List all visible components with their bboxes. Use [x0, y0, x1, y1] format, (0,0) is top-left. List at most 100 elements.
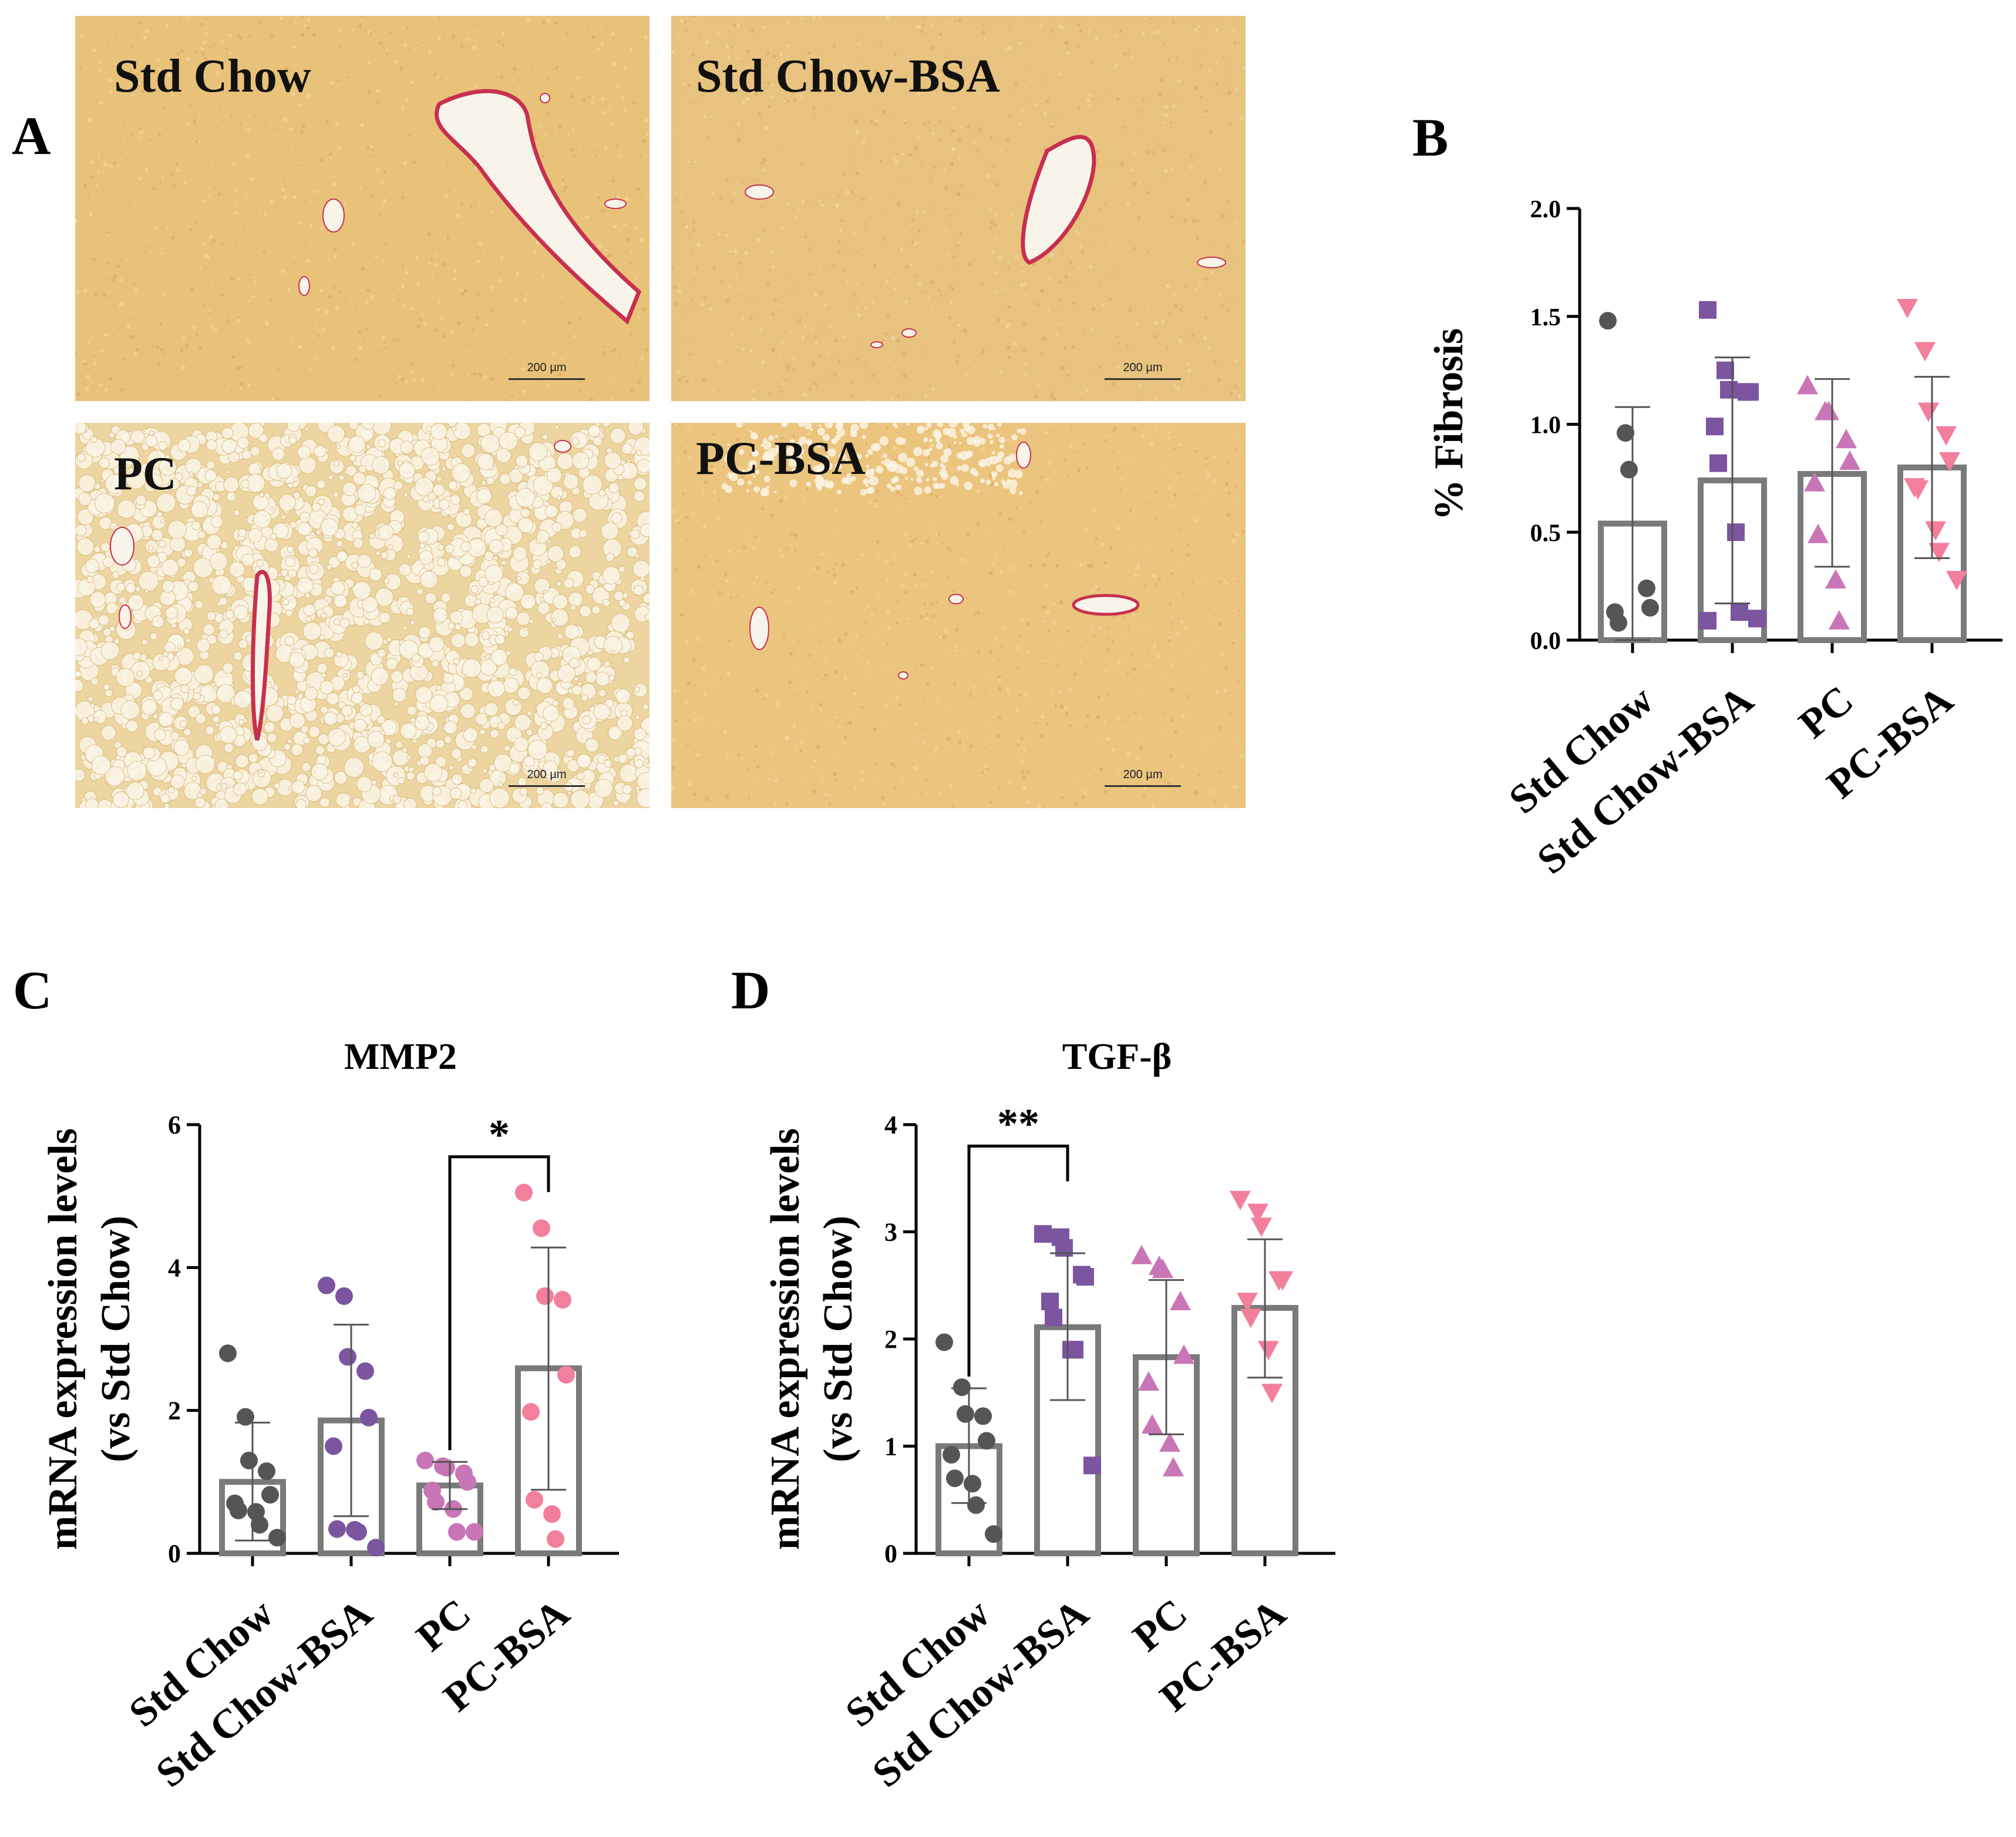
tissue-speckle: [792, 656, 795, 658]
tissue-speckle: [228, 52, 232, 55]
tissue-speckle: [385, 346, 388, 349]
data-point: [1797, 375, 1818, 395]
lipid-droplet: [136, 670, 143, 677]
lipid-droplet: [211, 516, 223, 528]
tissue-speckle: [790, 487, 793, 490]
lipid-droplet: [1008, 469, 1017, 477]
data-point: [1804, 472, 1825, 492]
tissue-speckle: [751, 299, 753, 301]
tissue-speckle: [837, 725, 841, 729]
tissue-speckle: [1132, 426, 1136, 431]
tissue-speckle: [269, 28, 271, 31]
tissue-speckle: [1193, 553, 1195, 554]
tissue-speckle: [307, 19, 310, 22]
data-point: [978, 1432, 995, 1450]
tissue-speckle: [880, 455, 883, 459]
tissue-speckle: [1145, 191, 1150, 195]
lipid-droplet: [623, 656, 630, 664]
tissue-speckle: [973, 57, 975, 59]
tissue-speckle: [1041, 715, 1045, 719]
tissue-speckle: [805, 487, 809, 491]
lipid-droplet: [403, 492, 408, 497]
lipid-droplet: [287, 695, 297, 705]
lipid-droplet: [253, 510, 272, 529]
tissue-speckle: [360, 254, 362, 256]
tissue-speckle: [473, 240, 476, 242]
tissue-speckle: [221, 393, 224, 396]
tissue-speckle: [1004, 548, 1006, 550]
tissue-speckle: [1169, 504, 1172, 507]
tissue-speckle: [832, 264, 834, 267]
tissue-speckle: [841, 563, 846, 567]
tissue-speckle: [230, 113, 233, 117]
tissue-speckle: [161, 251, 164, 255]
tissue-speckle: [1082, 385, 1085, 388]
tissue-speckle: [680, 19, 684, 23]
tissue-speckle: [877, 597, 880, 599]
vessel-lumen: [948, 594, 964, 604]
lipid-droplet: [737, 479, 745, 486]
tissue-speckle: [675, 26, 677, 28]
tissue-speckle: [1116, 699, 1119, 702]
tissue-speckle: [603, 345, 605, 348]
tissue-speckle: [1215, 60, 1218, 63]
tissue-speckle: [701, 219, 703, 221]
lipid-droplet: [156, 511, 163, 518]
tissue-speckle: [645, 348, 649, 352]
tissue-speckle: [729, 30, 731, 32]
tissue-speckle: [1153, 334, 1157, 339]
tissue-speckle: [850, 89, 853, 91]
tissue-speckle: [683, 450, 687, 455]
lipid-droplet: [552, 792, 569, 808]
tissue-speckle: [1010, 282, 1012, 284]
tissue-speckle: [860, 198, 864, 201]
tissue-speckle: [1055, 564, 1059, 568]
tissue-speckle: [463, 372, 465, 375]
tissue-speckle: [204, 57, 208, 61]
tissue-speckle: [931, 132, 935, 136]
lipid-droplet: [519, 788, 528, 796]
tissue-speckle: [271, 397, 275, 401]
tissue-speckle: [991, 163, 993, 165]
tissue-speckle: [671, 766, 675, 770]
tissue-speckle: [1026, 800, 1029, 804]
tissue-speckle: [351, 243, 355, 246]
tissue-speckle: [402, 27, 406, 31]
panel-letter-c: C: [13, 960, 52, 1020]
lipid-droplet: [996, 433, 1000, 438]
tissue-speckle: [1217, 162, 1220, 164]
tissue-speckle: [902, 399, 905, 401]
tissue-speckle: [1209, 282, 1212, 284]
tissue-speckle: [1078, 216, 1081, 220]
tissue-speckle: [554, 21, 558, 25]
tissue-speckle: [1186, 203, 1190, 206]
lipid-droplet: [835, 463, 842, 470]
lipid-droplet: [254, 566, 260, 572]
tissue-speckle: [1222, 30, 1226, 33]
tissue-speckle: [219, 86, 223, 90]
tissue-speckle: [83, 288, 87, 292]
lipid-droplet: [768, 435, 775, 442]
tissue-speckle: [1209, 130, 1213, 134]
tissue-speckle: [995, 236, 998, 240]
tissue-speckle: [849, 381, 853, 384]
tissue-speckle: [1167, 638, 1172, 642]
tissue-speckle: [186, 56, 190, 61]
tissue-speckle: [1091, 588, 1095, 592]
tissue-speckle: [445, 236, 447, 239]
tissue-speckle: [140, 254, 143, 257]
tissue-speckle: [837, 354, 839, 356]
tissue-speckle: [859, 462, 861, 465]
tissue-speckle: [1178, 443, 1182, 447]
tissue-speckle: [142, 268, 143, 270]
tissue-speckle: [691, 53, 695, 57]
tissue-speckle: [1040, 352, 1044, 355]
tissue-speckle: [940, 495, 943, 499]
tissue-speckle: [958, 157, 961, 160]
lipid-droplet: [287, 738, 292, 744]
tissue-speckle: [541, 20, 546, 24]
tissue-speckle: [139, 130, 144, 134]
tissue-speckle: [1197, 773, 1200, 776]
tissue-speckle: [1041, 563, 1046, 567]
data-point: [1925, 521, 1946, 541]
